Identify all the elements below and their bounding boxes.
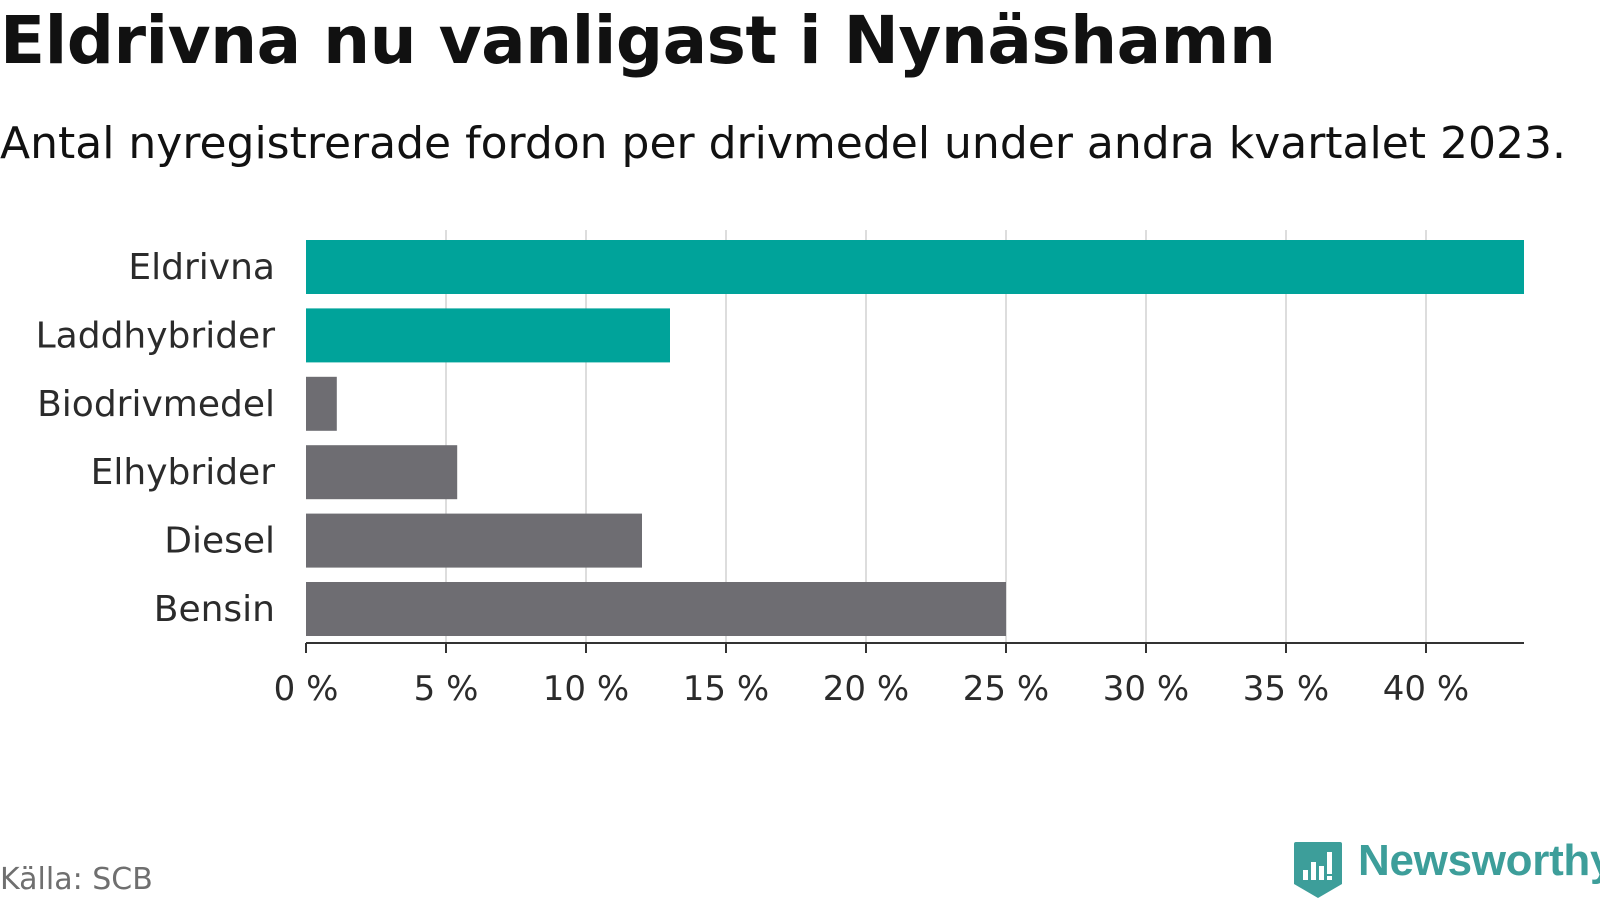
x-tick-label: 20 % <box>823 669 909 709</box>
category-label: Elhybrider <box>91 452 276 493</box>
x-tick-label: 30 % <box>1103 669 1189 709</box>
chart-subtitle: Antal nyregistrerade fordon per drivmede… <box>0 118 1566 169</box>
x-tick-label: 5 % <box>414 669 479 709</box>
x-tick-label: 0 % <box>274 669 339 709</box>
category-label: Diesel <box>164 521 275 562</box>
newsworthy-bar-chart-icon <box>1294 842 1342 898</box>
x-tick-label: 35 % <box>1243 669 1329 709</box>
bar-bensin <box>306 582 1006 636</box>
x-tick-label: 10 % <box>543 669 629 709</box>
bar-chart: Eldrivna Laddhybrider Biodrivmedel Elhybrid… <box>36 230 1524 709</box>
category-label: Bensin <box>154 589 275 630</box>
bar-elhybrider <box>306 445 458 500</box>
bar-diesel <box>306 513 642 568</box>
bar-biodrivmedel <box>306 376 337 431</box>
x-tick-label: 25 % <box>963 669 1049 709</box>
x-tick-label: 40 % <box>1383 669 1469 709</box>
x-tick-label: 15 % <box>683 669 769 709</box>
brand-name: Newsworthy <box>1358 836 1600 885</box>
category-label: Laddhybrider <box>36 315 276 356</box>
source-note: Källa: SCB <box>0 862 153 897</box>
category-label: Eldrivna <box>128 247 275 288</box>
newsworthy-logo: Newsworthy <box>1292 836 1600 900</box>
bar-eldrivna <box>306 240 1524 294</box>
bar-laddhybrider <box>306 308 670 363</box>
category-label: Biodrivmedel <box>37 384 275 425</box>
chart-title: Eldrivna nu vanligast i Nynäshamn <box>0 2 1276 79</box>
